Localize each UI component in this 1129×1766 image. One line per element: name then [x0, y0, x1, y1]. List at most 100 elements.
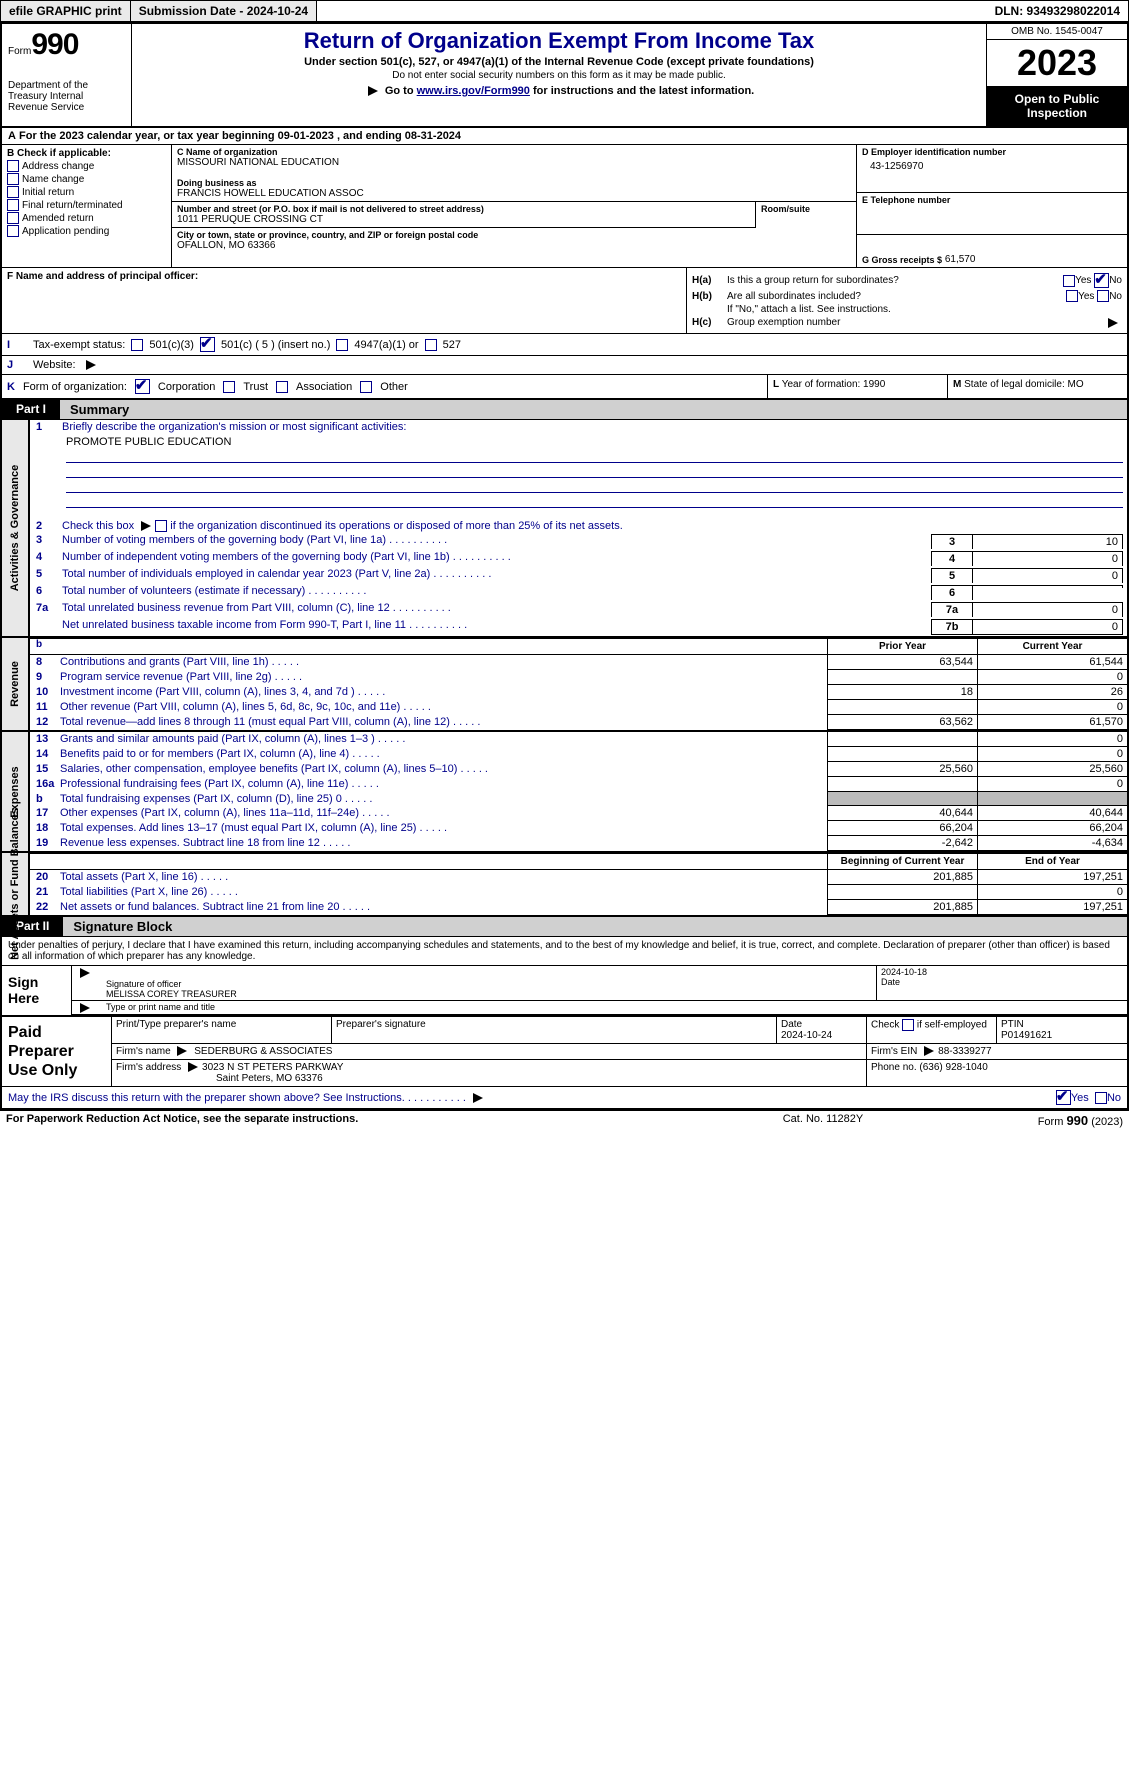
sig-of-officer-label: Signature of officer [106, 979, 872, 989]
form-title: Return of Organization Exempt From Incom… [140, 28, 978, 54]
perjury-statement: Under penalties of perjury, I declare th… [2, 937, 1127, 966]
part2-header: Part II Signature Block [2, 917, 1127, 937]
chk-association[interactable] [276, 381, 288, 393]
chk-self-employed[interactable] [902, 1019, 914, 1031]
k-l-m-row: K Form of organization: Corporation Trus… [2, 375, 1127, 400]
gross-receipts: 61,570 [945, 254, 976, 265]
chk-other[interactable] [360, 381, 372, 393]
summary-line-7b: Net unrelated business taxable income fr… [30, 618, 1127, 636]
dba-name: FRANCIS HOWELL EDUCATION ASSOC [177, 188, 851, 199]
data-line-12: 12 Total revenue—add lines 8 through 11 … [30, 715, 1127, 730]
arrow-icon [141, 521, 151, 531]
chk-corporation[interactable] [135, 379, 150, 394]
city-cell: City or town, state or province, country… [172, 228, 856, 253]
chk-4947[interactable] [336, 339, 348, 351]
data-line-20: 20 Total assets (Part X, line 16) . . . … [30, 870, 1127, 885]
tax-year: 2023 [987, 40, 1127, 86]
begin-end-header: Beginning of Current Year End of Year [30, 853, 1127, 870]
ha-yes-checkbox[interactable] [1063, 275, 1075, 287]
data-line-8: 8 Contributions and grants (Part VIII, l… [30, 655, 1127, 670]
data-line-17: 17 Other expenses (Part IX, column (A), … [30, 806, 1127, 821]
data-line-b: b Total fundraising expenses (Part IX, c… [30, 792, 1127, 806]
open-inspection: Open to Public Inspection [987, 86, 1127, 126]
firm-ein: 88-3339277 [938, 1046, 991, 1057]
discuss-yes-checkbox[interactable] [1056, 1090, 1071, 1105]
data-line-19: 19 Revenue less expenses. Subtract line … [30, 836, 1127, 851]
prep-date: 2024-10-24 [781, 1030, 832, 1041]
sign-here-label: Sign Here [2, 966, 72, 1015]
dln-label: DLN: 93493298022014 [987, 1, 1128, 21]
chk-address-change[interactable]: Address change [7, 160, 166, 172]
data-line-9: 9 Program service revenue (Part VIII, li… [30, 670, 1127, 685]
year-block: OMB No. 1545-0047 2023 Open to Public In… [987, 24, 1127, 126]
discuss-with-preparer: May the IRS discuss this return with the… [2, 1087, 1127, 1109]
chk-final-return[interactable]: Final return/terminated [7, 199, 166, 211]
gross-receipts-cell: G Gross receipts $ 61,570 [857, 235, 1127, 267]
ssn-note: Do not enter social security numbers on … [140, 70, 978, 81]
revenue-section: Revenue b Prior Year Current Year 8 Cont… [2, 638, 1127, 732]
expenses-section: Expenses 13 Grants and similar amounts p… [2, 732, 1127, 853]
prior-current-header: b Prior Year Current Year [30, 638, 1127, 655]
chk-application-pending[interactable]: Application pending [7, 225, 166, 237]
ha-no-checkbox[interactable] [1094, 273, 1109, 288]
firm-name: SEDERBURG & ASSOCIATES [194, 1046, 332, 1057]
form-of-org: K Form of organization: Corporation Trus… [2, 375, 767, 398]
chk-discontinued[interactable] [155, 520, 167, 532]
efile-button[interactable]: efile GRAPHIC print [1, 1, 131, 21]
data-line-11: 11 Other revenue (Part VIII, column (A),… [30, 700, 1127, 715]
street-row: Number and street (or P.O. box if mail i… [172, 202, 856, 228]
street-address: 1011 PERUQUE CROSSING CT [177, 214, 750, 225]
data-line-22: 22 Net assets or fund balances. Subtract… [30, 900, 1127, 915]
data-line-14: 14 Benefits paid to or for members (Part… [30, 747, 1127, 762]
form-subtitle: Under section 501(c), 527, or 4947(a)(1)… [140, 56, 978, 68]
section-b-to-g: B Check if applicable: Address change Na… [2, 145, 1127, 268]
chk-501c[interactable] [200, 337, 215, 352]
room-suite-label: Room/suite [761, 204, 851, 214]
sign-here-block: Sign Here Signature of officerMELISSA CO… [2, 966, 1127, 1017]
form-id-block: Form990 Department of the Treasury Inter… [2, 24, 132, 126]
hb-yes-checkbox[interactable] [1066, 290, 1078, 302]
form-990-container: Form990 Department of the Treasury Inter… [0, 22, 1129, 1111]
col-b-checkboxes: B Check if applicable: Address change Na… [2, 145, 172, 267]
omb-number: OMB No. 1545-0047 [987, 24, 1127, 40]
hb-no-checkbox[interactable] [1097, 290, 1109, 302]
arrow-icon [473, 1093, 483, 1103]
prep-name-header: Print/Type preparer's name [112, 1017, 332, 1043]
chk-trust[interactable] [223, 381, 235, 393]
arrow-icon [86, 360, 96, 370]
current-year-header: Current Year [977, 639, 1127, 654]
submission-date: Submission Date - 2024-10-24 [131, 1, 317, 21]
hb-note: If "No," attach a list. See instructions… [727, 304, 1122, 315]
discuss-no-checkbox[interactable] [1095, 1092, 1107, 1104]
goto-line: Go to www.irs.gov/Form990 for instructio… [140, 85, 978, 97]
data-line-15: 15 Salaries, other compensation, employe… [30, 762, 1127, 777]
data-line-21: 21 Total liabilities (Part X, line 26) .… [30, 885, 1127, 900]
summary-line-5: 5 Total number of individuals employed i… [30, 567, 1127, 584]
col-c-org-info: C Name of organization MISSOURI NATIONAL… [172, 145, 857, 267]
chk-initial-return[interactable]: Initial return [7, 186, 166, 198]
city-state-zip: OFALLON, MO 63366 [177, 240, 851, 251]
irs-link[interactable]: www.irs.gov/Form990 [417, 85, 530, 97]
firm-address2: Saint Peters, MO 63376 [116, 1073, 323, 1084]
chk-527[interactable] [425, 339, 437, 351]
chk-501c3[interactable] [131, 339, 143, 351]
page-footer: For Paperwork Reduction Act Notice, see … [0, 1111, 1129, 1130]
department-label: Department of the Treasury Internal Reve… [8, 80, 125, 113]
state-domicile: M State of legal domicile: MO [947, 375, 1127, 398]
ptin-value: P01491621 [1001, 1030, 1052, 1041]
chk-amended-return[interactable]: Amended return [7, 212, 166, 224]
h-group-returns: H(a) Is this a group return for subordin… [687, 268, 1127, 333]
data-line-10: 10 Investment income (Part VIII, column … [30, 685, 1127, 700]
prior-year-header: Prior Year [827, 639, 977, 654]
ein-cell: D Employer identification number 43-1256… [857, 145, 1127, 193]
tab-activities: Activities & Governance [2, 420, 30, 636]
b-label: B Check if applicable: [7, 148, 166, 159]
arrow-icon [924, 1046, 934, 1056]
year-formation: L Year of formation: 1990 [767, 375, 947, 398]
summary-line-6: 6 Total number of volunteers (estimate i… [30, 584, 1127, 601]
phone-cell: E Telephone number [857, 193, 1127, 235]
officer-name: MELISSA COREY TREASURER [106, 989, 872, 999]
firm-phone: (636) 928-1040 [919, 1062, 987, 1073]
chk-name-change[interactable]: Name change [7, 173, 166, 185]
hc-text: Group exemption number [727, 317, 1104, 328]
